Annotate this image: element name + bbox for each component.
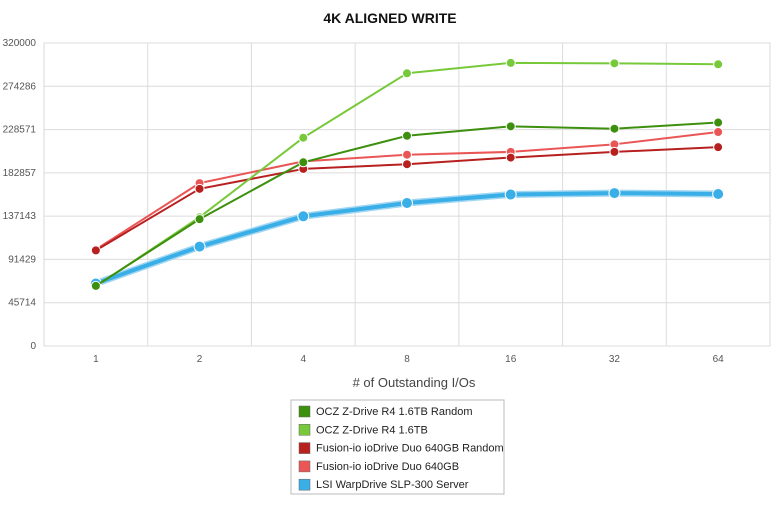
legend-label: LSI WarpDrive SLP-300 Server xyxy=(316,479,469,491)
legend-item: Fusion-io ioDrive Duo 640GB xyxy=(298,460,459,473)
data-point xyxy=(90,280,101,291)
legend-swatch xyxy=(298,442,311,454)
series-layer xyxy=(89,57,725,292)
data-point xyxy=(193,240,206,253)
x-tick-label: 4 xyxy=(301,354,307,365)
legend-item: LSI WarpDrive SLP-300 Server xyxy=(298,478,469,491)
data-point xyxy=(194,183,205,194)
data-point xyxy=(505,57,516,68)
data-point xyxy=(713,142,724,153)
data-point xyxy=(609,123,620,134)
legend-item: Fusion-io ioDrive Duo 640GB Random xyxy=(298,442,504,455)
data-point xyxy=(402,130,412,141)
x-tick-label: 8 xyxy=(404,354,410,365)
y-tick-label: 0 xyxy=(30,341,36,352)
data-point xyxy=(713,59,724,70)
x-tick-label: 64 xyxy=(713,354,725,365)
y-tick-label: 45714 xyxy=(8,298,36,309)
grid xyxy=(43,42,771,347)
y-tick-label: 182857 xyxy=(3,168,37,179)
data-point xyxy=(90,245,101,256)
data-point xyxy=(297,210,310,223)
data-point xyxy=(298,157,309,168)
data-point xyxy=(713,117,724,128)
y-tick-label: 274286 xyxy=(3,81,37,92)
data-point xyxy=(504,188,517,201)
data-point xyxy=(712,188,725,201)
legend-swatch xyxy=(298,460,311,473)
data-point xyxy=(505,121,516,132)
legend-item: OCZ Z-Drive R4 1.6TB xyxy=(298,424,428,436)
y-tick-label: 320000 xyxy=(3,38,37,49)
legend-swatch xyxy=(298,424,311,436)
legend-swatch xyxy=(298,405,311,418)
x-axis-title: # of Outstanding I/Os xyxy=(353,375,476,390)
legend-label: Fusion-io ioDrive Duo 640GB Random xyxy=(316,443,504,455)
data-point xyxy=(609,58,620,69)
data-point xyxy=(194,214,205,225)
legend: OCZ Z-Drive R4 1.6TB Random OCZ Z-Drive R… xyxy=(290,399,505,495)
data-point xyxy=(505,152,516,163)
data-point xyxy=(402,159,412,170)
series-1 xyxy=(90,117,724,291)
legend-label: OCZ Z-Drive R4 1.6TB xyxy=(316,424,428,436)
y-axis-ticks: 0 45714 91429 137143 182857 228571 274286 32000… xyxy=(3,38,37,352)
y-tick-label: 137143 xyxy=(3,211,37,222)
data-point xyxy=(298,132,309,143)
series-5 xyxy=(89,187,725,290)
chart-title: 4K ALIGNED WRITE xyxy=(323,10,456,26)
legend-item: OCZ Z-Drive R4 1.6TB Random xyxy=(298,405,472,418)
legend-swatch xyxy=(298,478,311,491)
data-point xyxy=(608,187,621,200)
data-point xyxy=(713,127,724,138)
x-tick-label: 32 xyxy=(609,354,621,365)
series-3 xyxy=(90,142,724,256)
y-tick-label: 228571 xyxy=(3,125,37,136)
x-axis-ticks: 1 2 4 8 16 32 64 xyxy=(93,354,724,365)
x-tick-label: 1 xyxy=(93,354,99,365)
x-tick-label: 16 xyxy=(505,354,517,365)
data-point xyxy=(402,68,412,79)
data-point xyxy=(609,146,620,157)
x-tick-label: 2 xyxy=(197,354,203,365)
data-point xyxy=(401,197,413,210)
data-point xyxy=(402,149,412,160)
y-tick-label: 91429 xyxy=(8,254,36,265)
legend-label: OCZ Z-Drive R4 1.6TB Random xyxy=(316,406,472,418)
legend-label: Fusion-io ioDrive Duo 640GB xyxy=(316,461,459,473)
legend-box xyxy=(290,399,505,495)
